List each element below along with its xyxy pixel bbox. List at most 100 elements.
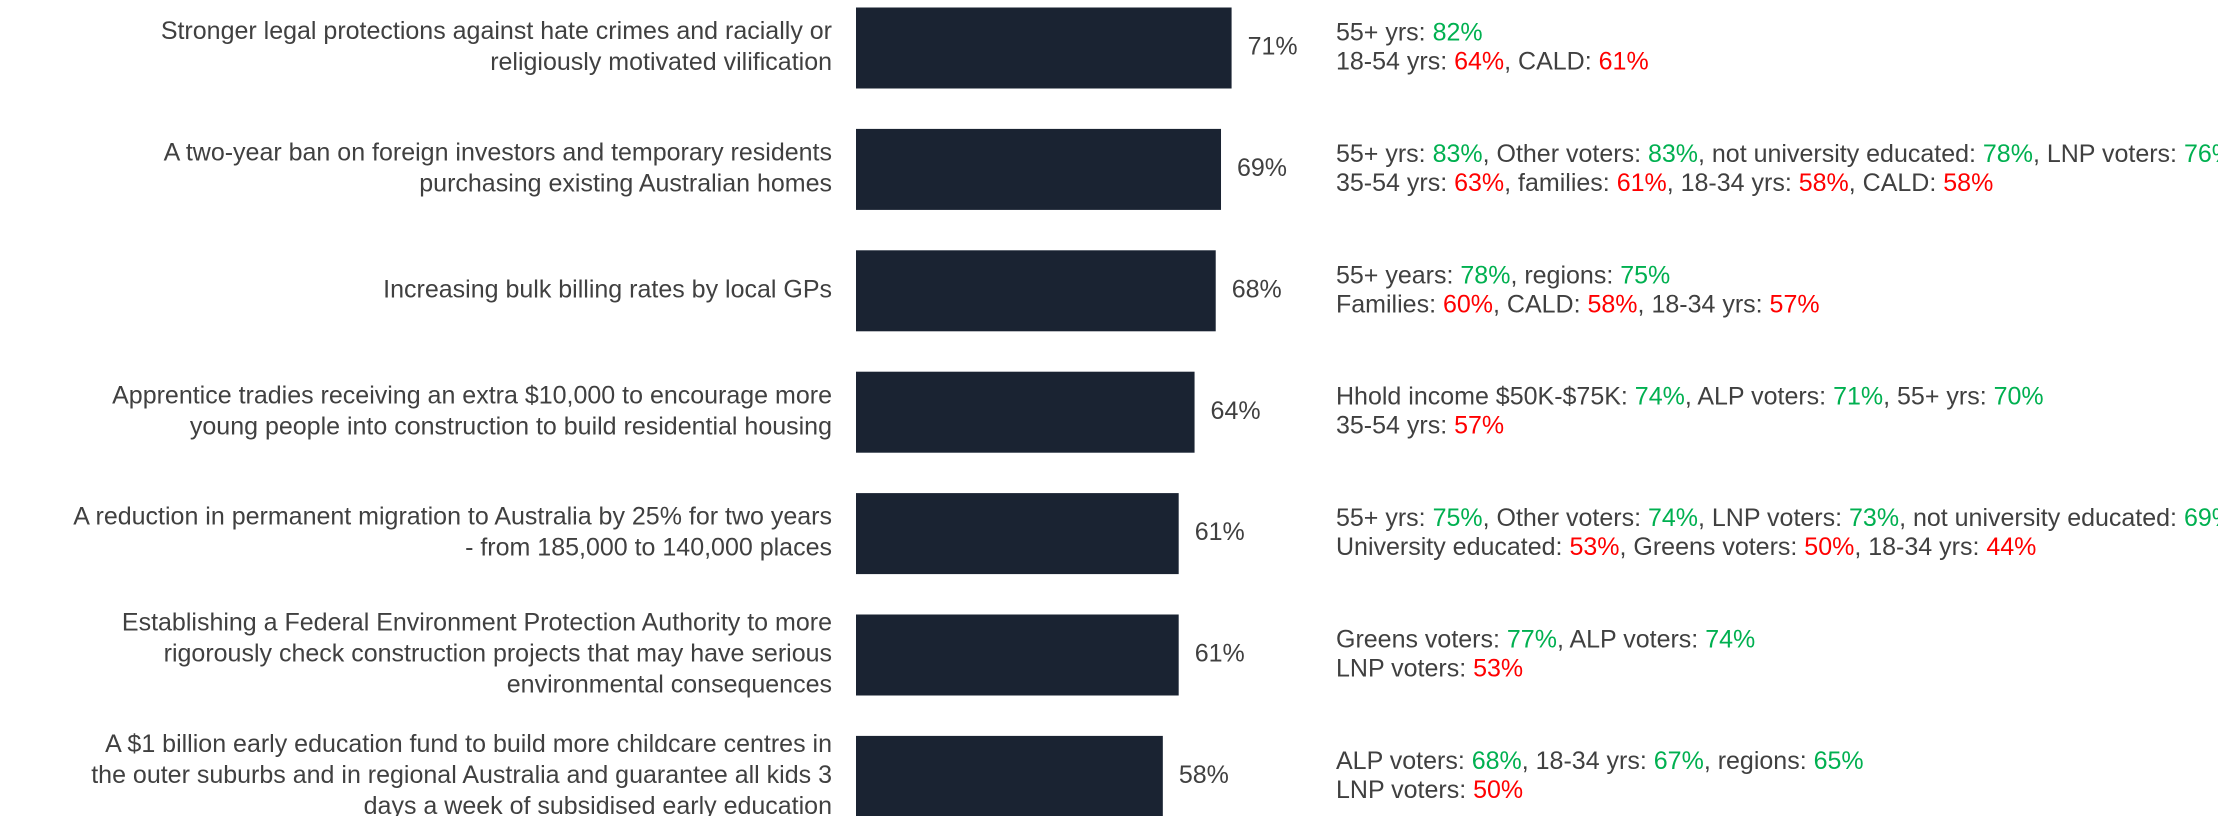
note-line: 55+ yrs: 75%, Other voters: 74%, LNP vot… — [1336, 504, 2218, 532]
note-segment: 58% — [1799, 169, 1849, 197]
note-segment: 50% — [1804, 533, 1854, 561]
note-segment: 83% — [1433, 140, 1483, 168]
note-segment: 74% — [1635, 382, 1685, 410]
note-segment: 55+ yrs: — [1336, 504, 1433, 532]
note-segment: 53% — [1569, 533, 1619, 561]
value-label: 64% — [1211, 397, 1261, 425]
bar — [856, 614, 1179, 696]
note-segment: 61% — [1617, 169, 1667, 197]
note-segment: , not university educated: — [1899, 504, 2184, 532]
value-label: 58% — [1179, 761, 1229, 789]
note-segment: 55+ years: — [1336, 261, 1460, 289]
note-segment: , CALD: — [1493, 290, 1587, 318]
note-segment: 64% — [1454, 47, 1504, 75]
note-segment: 65% — [1814, 747, 1864, 775]
category-label: Establishing a Federal Environment Prote… — [122, 609, 832, 637]
note-line: LNP voters: 50% — [1336, 776, 1523, 804]
note-segment: 44% — [1986, 533, 2036, 561]
note-segment: 35-54 yrs: — [1336, 411, 1454, 439]
note-segment: LNP voters: — [1336, 776, 1473, 804]
note-segment: 83% — [1648, 140, 1698, 168]
note-segment: LNP voters: — [1336, 654, 1473, 682]
note-line: University educated: 53%, Greens voters:… — [1336, 533, 2036, 561]
note-segment: 78% — [1983, 140, 2033, 168]
note-line: Greens voters: 77%, ALP voters: 74% — [1336, 625, 1755, 653]
bar — [856, 128, 1222, 210]
category-label: Stronger legal protections against hate … — [161, 17, 832, 45]
note-segment: 53% — [1473, 654, 1523, 682]
category-label: A $1 billion early education fund to bui… — [105, 730, 832, 758]
category-label: religiously motivated vilification — [490, 48, 832, 76]
note-segment: 70% — [1994, 382, 2044, 410]
note-line: 35-54 yrs: 63%, families: 61%, 18-34 yrs… — [1336, 169, 1993, 197]
category-label: young people into construction to build … — [190, 412, 832, 440]
note-segment: , ALP voters: — [1685, 382, 1833, 410]
note-segment: , LNP voters: — [2033, 140, 2184, 168]
category-label: rigorously check construction projects t… — [164, 640, 832, 668]
note-segment: Hhold income $50K-$75K: — [1336, 382, 1635, 410]
note-segment: 18-54 yrs: — [1336, 47, 1454, 75]
note-segment: , 18-34 yrs: — [1854, 533, 1986, 561]
note-segment: 73% — [1849, 504, 1899, 532]
note-segment: 78% — [1460, 261, 1510, 289]
note-segment: 55+ yrs: — [1336, 18, 1433, 46]
note-segment: , Other voters: — [1483, 140, 1648, 168]
note-segment: 75% — [1433, 504, 1483, 532]
note-line: 55+ years: 78%, regions: 75% — [1336, 261, 1670, 289]
note-segment: 74% — [1648, 504, 1698, 532]
bar — [856, 735, 1163, 816]
value-label: 61% — [1195, 640, 1245, 668]
note-line: Families: 60%, CALD: 58%, 18-34 yrs: 57% — [1336, 290, 1820, 318]
note-line: ALP voters: 68%, 18-34 yrs: 67%, regions… — [1336, 747, 1864, 775]
note-segment: , 55+ yrs: — [1883, 382, 1993, 410]
note-segment: , families: — [1504, 169, 1617, 197]
bar — [856, 371, 1195, 453]
note-line: 55+ yrs: 83%, Other voters: 83%, not uni… — [1336, 140, 2218, 168]
bar — [856, 250, 1216, 332]
note-segment: Families: — [1336, 290, 1443, 318]
note-segment: 63% — [1454, 169, 1504, 197]
note-segment: 77% — [1507, 625, 1557, 653]
value-label: 69% — [1237, 154, 1287, 182]
note-segment: University educated: — [1336, 533, 1569, 561]
bar — [856, 7, 1232, 89]
note-segment: , not university educated: — [1698, 140, 1983, 168]
category-label: environmental consequences — [507, 671, 832, 699]
category-label: purchasing existing Australian homes — [419, 170, 832, 198]
note-segment: , LNP voters: — [1698, 504, 1849, 532]
note-segment: 35-54 yrs: — [1336, 169, 1454, 197]
note-segment: 68% — [1472, 747, 1522, 775]
value-label: 61% — [1195, 518, 1245, 546]
category-label: A two-year ban on foreign investors and … — [164, 139, 832, 167]
value-label: 71% — [1248, 33, 1298, 61]
note-segment: , Greens voters: — [1620, 533, 1805, 561]
note-segment: 55+ yrs: — [1336, 140, 1433, 168]
note-segment: 71% — [1833, 382, 1883, 410]
note-segment: 60% — [1443, 290, 1493, 318]
note-segment: 82% — [1433, 18, 1483, 46]
note-segment: , CALD: — [1504, 47, 1598, 75]
note-segment: 67% — [1654, 747, 1704, 775]
note-segment: 76% — [2184, 140, 2218, 168]
note-segment: 74% — [1705, 625, 1755, 653]
note-segment: , 18-34 yrs: — [1522, 747, 1654, 775]
note-line: 35-54 yrs: 57% — [1336, 411, 1504, 439]
note-segment: 57% — [1454, 411, 1504, 439]
note-segment: , Other voters: — [1483, 504, 1648, 532]
note-segment: 57% — [1770, 290, 1820, 318]
category-label: - from 185,000 to 140,000 places — [465, 534, 832, 562]
note-line: Hhold income $50K-$75K: 74%, ALP voters:… — [1336, 382, 2044, 410]
note-segment: 61% — [1599, 47, 1649, 75]
bar — [856, 493, 1179, 575]
category-label: the outer suburbs and in regional Austra… — [91, 761, 832, 789]
category-label: A reduction in permanent migration to Au… — [73, 503, 832, 531]
note-segment: 69% — [2184, 504, 2218, 532]
note-segment: , 18-34 yrs: — [1638, 290, 1770, 318]
note-segment: , regions: — [1510, 261, 1620, 289]
note-line: 18-54 yrs: 64%, CALD: 61% — [1336, 47, 1649, 75]
note-segment: , 18-34 yrs: — [1667, 169, 1799, 197]
note-line: 55+ yrs: 82% — [1336, 18, 1483, 46]
note-segment: , ALP voters: — [1557, 625, 1705, 653]
